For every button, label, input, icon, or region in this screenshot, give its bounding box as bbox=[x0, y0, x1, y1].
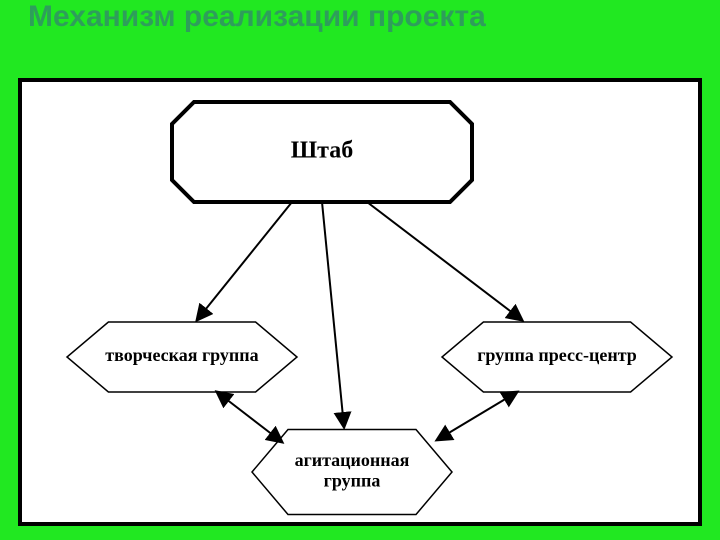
node-label-creative: творческая группа bbox=[105, 345, 258, 365]
edge-hq-agit bbox=[322, 202, 344, 427]
edge-creative-agit bbox=[217, 392, 282, 442]
edge-hq-press bbox=[367, 202, 522, 320]
diagram-svg: Штаб творческая группа группа пресс-центр а… bbox=[22, 82, 706, 530]
node-creative: творческая группа bbox=[67, 322, 297, 392]
node-label-agit: группа bbox=[324, 470, 381, 490]
page-title: Механизм реализации проекта bbox=[28, 0, 486, 34]
node-label-agit: агитационная bbox=[295, 450, 410, 470]
edge-press-agit bbox=[437, 392, 517, 440]
node-press: группа пресс-центр bbox=[442, 322, 672, 392]
node-label-hq: Штаб bbox=[291, 138, 353, 164]
slide: Механизм реализации проекта Штаб творческ… bbox=[0, 0, 720, 540]
node-hq: Штаб bbox=[172, 102, 472, 202]
nodes-group: Штаб творческая группа группа пресс-центр а… bbox=[67, 102, 672, 515]
diagram-frame: Штаб творческая группа группа пресс-центр а… bbox=[18, 78, 702, 526]
node-agit: агитационнаягруппа bbox=[252, 430, 452, 515]
node-label-press: группа пресс-центр bbox=[477, 345, 637, 365]
edge-hq-creative bbox=[197, 202, 292, 320]
